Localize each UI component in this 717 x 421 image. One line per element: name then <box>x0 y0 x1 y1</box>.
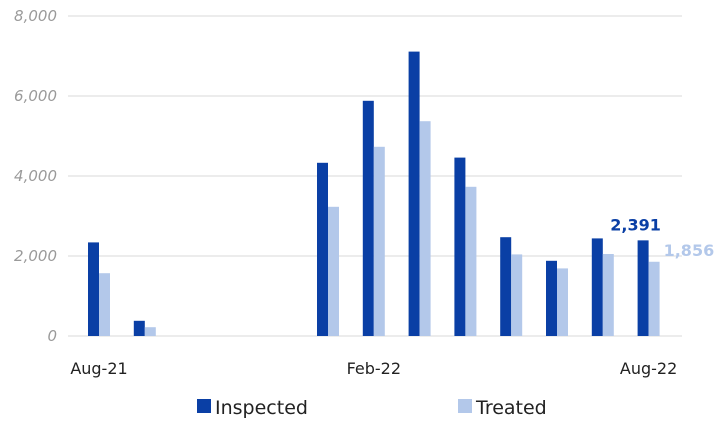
bar-treated <box>602 254 614 336</box>
bar-inspected <box>88 242 99 336</box>
bar-treated <box>465 186 477 336</box>
y-tick-label: 4,000 <box>14 167 57 185</box>
legend: Inspected Treated <box>197 397 547 419</box>
bar-treated <box>648 261 660 336</box>
bar-inspected <box>500 237 512 336</box>
bars <box>88 51 660 336</box>
bar-inspected <box>362 100 374 336</box>
end-label-treated: 1,856 <box>664 241 715 260</box>
legend-swatch-inspected <box>197 399 211 413</box>
end-label-inspected: 2,391 <box>610 215 661 234</box>
bar-treated <box>328 206 339 336</box>
legend-label-treated: Treated <box>475 397 547 419</box>
x-axis-ticks: Aug-21 Feb-22 Aug-22 <box>70 359 677 378</box>
y-axis-ticks: 0 2,000 4,000 6,000 8,000 <box>14 7 57 345</box>
bar-treated <box>99 273 110 336</box>
bar-treated <box>511 254 523 336</box>
bar-inspected <box>546 260 557 336</box>
x-tick-label: Feb-22 <box>347 359 401 378</box>
y-tick-label: 6,000 <box>14 87 57 105</box>
x-tick-label: Aug-21 <box>70 359 127 378</box>
y-tick-label: 0 <box>47 327 57 345</box>
bar-treated <box>419 121 431 336</box>
legend-label-inspected: Inspected <box>215 397 308 419</box>
bar-inspected <box>133 320 145 336</box>
bar-inspected <box>317 162 328 336</box>
legend-swatch-treated <box>458 399 472 413</box>
bar-inspected <box>454 157 466 336</box>
y-tick-label: 2,000 <box>14 247 57 265</box>
bar-treated <box>557 268 568 336</box>
bar-inspected <box>408 51 420 336</box>
bar-inspected <box>637 240 649 336</box>
y-tick-label: 8,000 <box>14 7 57 25</box>
bar-treated <box>373 146 385 336</box>
bar-inspected <box>591 238 603 336</box>
x-tick-label: Aug-22 <box>620 359 677 378</box>
bar-treated <box>144 327 156 336</box>
